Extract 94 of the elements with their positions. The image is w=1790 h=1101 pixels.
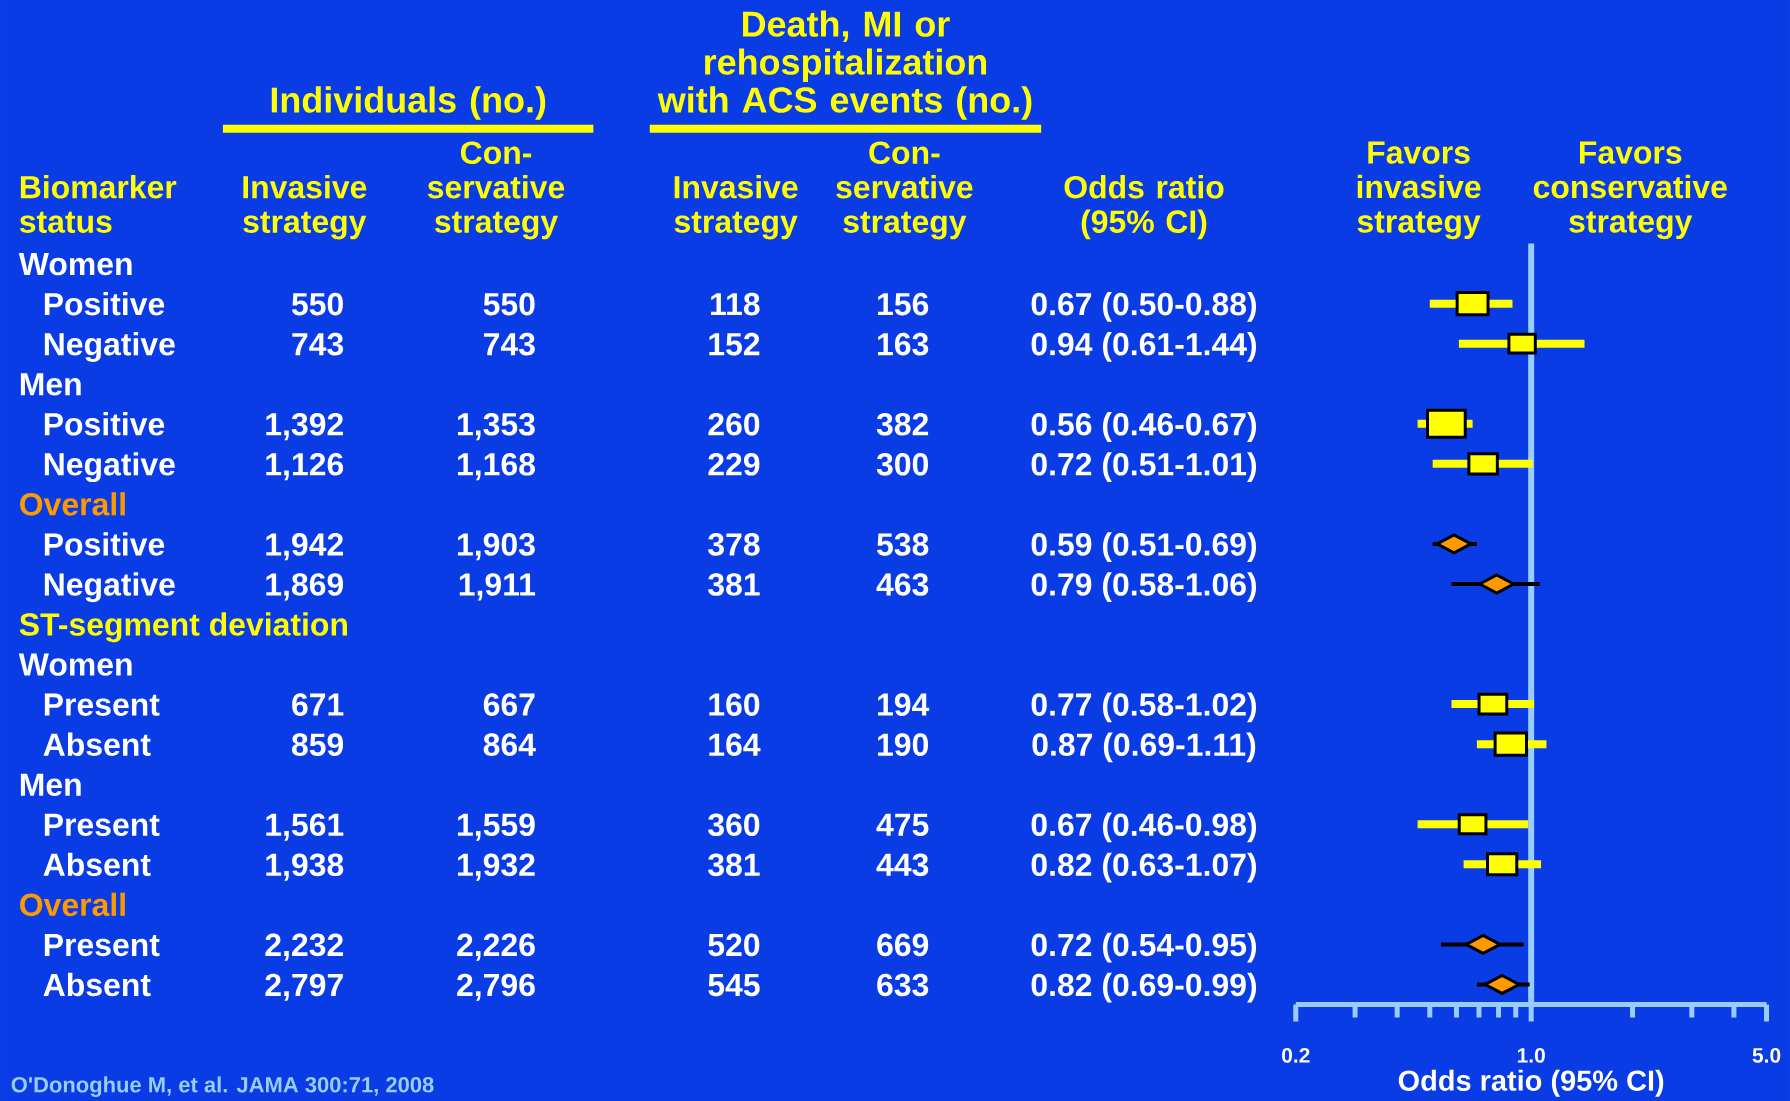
data-label: 0.72 (0.51-1.01): [1031, 452, 1257, 482]
text: Con-servative strategy: [427, 141, 565, 240]
data-label: 152: [709, 332, 760, 356]
text: Death, MI or rehospitalization with ACS events (no.): [657, 10, 1032, 120]
data-label: 1,938: [266, 853, 344, 881]
text: Individuals (no.): [271, 86, 546, 120]
data-label: 1,168: [458, 452, 535, 481]
data-label: 743: [292, 332, 344, 356]
data-label: 1,126: [266, 452, 344, 481]
data-label: 669: [877, 933, 929, 957]
data-label: 378: [708, 532, 760, 556]
data-label: 2,797: [265, 973, 343, 1001]
text: O'Donoghue M, et al. JAMA 300:71, 2008: [11, 1076, 434, 1097]
text: Odds ratio (95% CI): [1064, 174, 1224, 240]
category-label: Absent: [43, 732, 151, 756]
data-label: 1,869: [266, 573, 344, 601]
data-label: 475: [876, 813, 929, 836]
data-label: 0.67 (0.50-0.88): [1031, 291, 1257, 322]
category-label: Overall: [20, 892, 125, 916]
data-label: 520: [708, 933, 760, 957]
data-label: 163: [878, 332, 929, 356]
data-label: 443: [876, 853, 929, 876]
data-label: 118: [711, 292, 760, 316]
x-tick-label: 1.0: [1517, 1047, 1545, 1063]
category-label: ST-segment deviation: [19, 612, 347, 643]
category-label: Women: [18, 252, 132, 276]
x-axis-title: Odds ratio (95% CI): [1398, 1069, 1664, 1097]
data-label: 229: [708, 452, 760, 476]
data-label: 1,353: [458, 412, 535, 441]
data-label: 1,932: [458, 853, 535, 881]
data-label: 2,232: [265, 933, 343, 961]
category-label: Positive: [44, 411, 165, 436]
text: Con-servative strategy: [836, 141, 973, 240]
data-label: 550: [291, 292, 343, 316]
data-label: 381: [708, 573, 760, 596]
data-label: 1,911: [459, 573, 536, 601]
data-label: 382: [876, 412, 929, 436]
category-label: Absent: [43, 852, 151, 876]
category-label: Men: [20, 773, 81, 796]
data-label: 2,226: [457, 933, 535, 961]
category-label: Present: [44, 933, 160, 957]
data-label: 360: [708, 813, 760, 836]
category-label: Women: [18, 653, 132, 676]
x-tick-label: 0.2: [1282, 1047, 1310, 1063]
data-label: 260: [708, 412, 760, 436]
text: Biomarker status: [19, 174, 177, 233]
x-tick-label: 5.0: [1752, 1047, 1781, 1063]
data-label: 743: [484, 332, 535, 356]
category-label: Positive: [44, 291, 165, 316]
category-label: Absent: [43, 972, 151, 997]
data-label: 1,561: [266, 813, 344, 841]
category-label: Positive: [44, 532, 165, 556]
data-label: 0.82 (0.69-0.99): [1031, 972, 1257, 1003]
data-label: 0.77 (0.58-1.02): [1031, 692, 1257, 723]
data-label: 550: [483, 292, 535, 316]
data-label: 0.94 (0.61-1.44): [1031, 331, 1257, 362]
data-label: 381: [708, 853, 760, 876]
data-label: 1,942: [266, 532, 343, 561]
data-label: 667: [483, 693, 535, 716]
data-label: 156: [878, 292, 929, 316]
data-label: 194: [878, 693, 930, 716]
data-label: 0.56 (0.46-0.67): [1031, 411, 1257, 442]
data-label: 538: [877, 532, 929, 556]
text: Favors conservative strategy: [1533, 141, 1727, 240]
data-label: 0.79 (0.58-1.06): [1031, 572, 1257, 602]
category-label: Negative: [44, 572, 175, 603]
data-label: 0.87 (0.69-1.11): [1032, 732, 1256, 763]
text: Invasive strategy: [243, 174, 367, 240]
data-label: 2,796: [457, 973, 535, 1001]
data-label: 0.67 (0.46-0.98): [1031, 812, 1257, 843]
data-label: 0.82 (0.63-1.07): [1031, 852, 1257, 883]
data-label: 1,559: [458, 813, 535, 841]
data-label: 160: [709, 693, 760, 716]
data-label: 164: [709, 733, 761, 756]
category-label: Negative: [44, 452, 175, 482]
category-label: Present: [44, 813, 160, 836]
data-label: 0.59 (0.51-0.69): [1031, 532, 1257, 562]
data-label: 300: [876, 452, 929, 476]
data-label: 0.72 (0.54-0.95): [1031, 932, 1257, 963]
data-label: 859: [291, 733, 344, 756]
category-label: Present: [44, 693, 160, 716]
category-label: Men: [20, 373, 81, 396]
category-label: Overall: [20, 492, 125, 516]
data-label: 864: [483, 733, 536, 756]
data-label: 463: [876, 573, 929, 596]
text: Invasive strategy: [674, 174, 798, 240]
data-label: 671: [292, 693, 344, 716]
data-label: 190: [878, 733, 929, 756]
data-label: 1,903: [458, 532, 535, 561]
data-label: 633: [877, 973, 929, 997]
text: Favors invasive strategy: [1357, 141, 1481, 240]
data-label: 1,392: [266, 412, 343, 441]
category-label: Negative: [44, 331, 175, 362]
data-label: 545: [708, 973, 760, 997]
